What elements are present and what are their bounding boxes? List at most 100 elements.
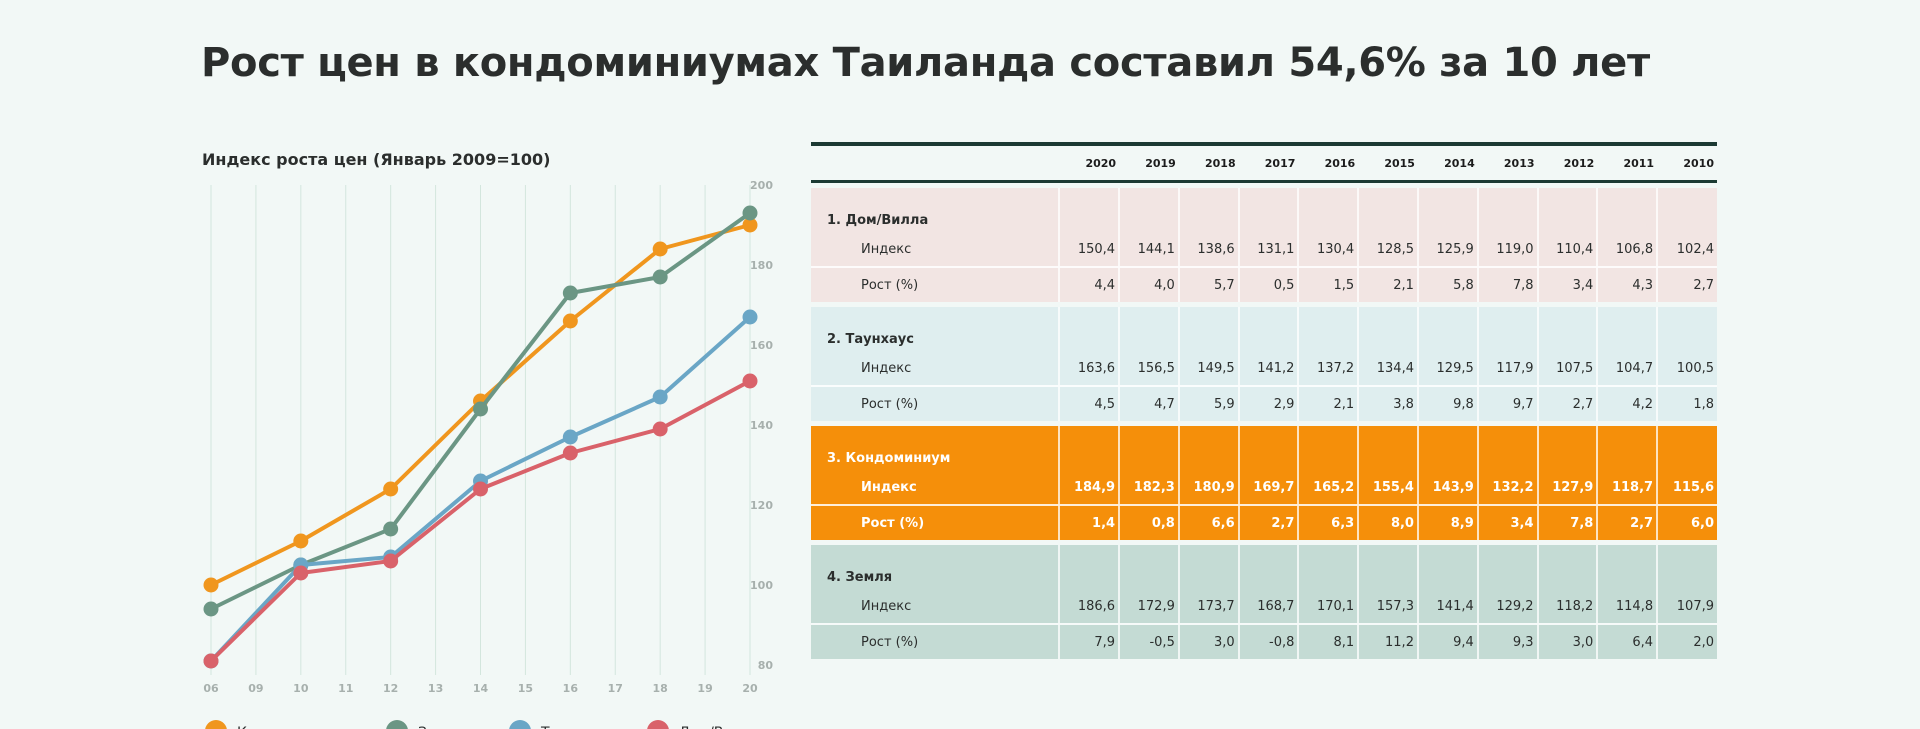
y-tick-label: 160 [750, 339, 773, 352]
group-header-row: 4. Земля [811, 545, 1717, 589]
growth-value: -0,8 [1237, 624, 1299, 659]
year-header: 2020 [1059, 146, 1120, 183]
group-spacer [811, 181, 1717, 188]
x-tick-label: 06 [203, 682, 219, 695]
growth-value: 2,7 [1536, 386, 1598, 421]
index-value: 131,1 [1237, 232, 1299, 268]
growth-label: Рост (%) [811, 624, 1060, 659]
growth-value: 3,4 [1536, 267, 1598, 302]
data-point [742, 205, 758, 221]
growth-value: 2,1 [1297, 386, 1359, 421]
year-header: 2010 [1657, 146, 1717, 183]
empty-cell [1416, 426, 1478, 470]
growth-label: Рост (%) [811, 267, 1060, 302]
growth-row: Рост (%) 4,5 4,7 5,9 2,9 2,1 3,8 9,8 9,7 2,7 4,2 1,… [811, 386, 1717, 421]
index-value: 118,7 [1596, 470, 1658, 506]
index-value: 134,4 [1357, 351, 1418, 387]
legend-label: Дом/Вилла [679, 725, 759, 729]
data-point [383, 481, 399, 497]
year-header: 2018 [1178, 146, 1239, 183]
empty-cell [1416, 188, 1478, 232]
x-tick-label: 16 [563, 682, 579, 695]
empty-cell [1237, 307, 1299, 351]
group-spacer [811, 421, 1717, 426]
index-value: 173,7 [1177, 589, 1239, 625]
growth-value: 9,8 [1416, 386, 1478, 421]
growth-value: 1,5 [1297, 267, 1359, 302]
legend-marker-0 [205, 720, 227, 729]
empty-cell [1357, 426, 1418, 470]
growth-value: 7,8 [1536, 505, 1598, 540]
x-tick-label: 12 [383, 682, 398, 695]
growth-value: 8,1 [1297, 624, 1359, 659]
growth-value: 2,1 [1357, 267, 1418, 302]
index-value: 141,4 [1416, 589, 1478, 625]
index-row: Индекс 184,9 182,3 180,9 169,7 165,2 155,4 143,… [811, 470, 1717, 506]
group-header-row: 3. Кондоминиум [811, 426, 1717, 470]
index-value: 125,9 [1416, 232, 1478, 268]
empty-cell [1058, 188, 1120, 232]
growth-value: 6,0 [1656, 505, 1717, 540]
growth-value: 9,7 [1476, 386, 1538, 421]
index-value: 141,2 [1237, 351, 1299, 387]
chart-title: Индекс роста цен (Январь 2009=100) [202, 150, 550, 169]
empty-cell [1118, 545, 1179, 589]
index-value: 107,5 [1536, 351, 1598, 387]
empty-cell [1656, 545, 1717, 589]
year-header: 2013 [1477, 146, 1538, 183]
growth-value: -0,5 [1118, 624, 1179, 659]
empty-cell [1297, 307, 1359, 351]
growth-value: 8,9 [1416, 505, 1478, 540]
empty-cell [1058, 426, 1120, 470]
growth-value: 4,3 [1596, 267, 1658, 302]
growth-value: 2,0 [1656, 624, 1717, 659]
growth-value: 5,7 [1177, 267, 1239, 302]
data-point [473, 401, 488, 417]
index-value: 128,5 [1357, 232, 1418, 268]
growth-value: 4,2 [1596, 386, 1658, 421]
data-point [652, 421, 668, 437]
year-header: 2016 [1298, 146, 1359, 183]
growth-value: 4,7 [1118, 386, 1179, 421]
index-value: 165,2 [1297, 470, 1359, 506]
growth-value: 3,0 [1177, 624, 1239, 659]
index-value: 114,8 [1596, 589, 1658, 625]
growth-value: 2,7 [1596, 505, 1658, 540]
growth-value: 9,3 [1476, 624, 1538, 659]
growth-label: Рост (%) [811, 505, 1060, 540]
index-row: Индекс 150,4 144,1 138,6 131,1 130,4 128,5 125,… [811, 232, 1717, 268]
growth-value: 6,4 [1596, 624, 1658, 659]
empty-cell [1237, 188, 1299, 232]
growth-value: 3,8 [1357, 386, 1418, 421]
x-tick-label: 10 [293, 682, 309, 695]
empty-cell [1536, 307, 1598, 351]
index-value: 182,3 [1118, 470, 1179, 506]
index-value: 102,4 [1656, 232, 1717, 268]
growth-value: 2,9 [1237, 386, 1299, 421]
data-point [652, 241, 668, 257]
y-tick-label: 180 [750, 259, 773, 272]
line-chart: Индекс роста цен (Январь 2009=100) 06 09 10… [190, 140, 780, 729]
data-point [562, 313, 578, 329]
empty-cell [1177, 426, 1239, 470]
empty-cell [1237, 545, 1299, 589]
group-header-row: 2. Таунхаус [811, 307, 1717, 351]
index-value: 184,9 [1058, 470, 1120, 506]
index-value: 100,5 [1656, 351, 1717, 387]
group-spacer [811, 302, 1717, 307]
index-value: 130,4 [1297, 232, 1359, 268]
empty-cell [1536, 545, 1598, 589]
page-title: Рост цен в кондоминиумах Таиланда состав… [201, 40, 1650, 86]
index-value: 150,4 [1058, 232, 1120, 268]
data-point [742, 217, 758, 233]
data-point [383, 553, 399, 569]
empty-cell [1357, 545, 1418, 589]
index-value: 129,2 [1476, 589, 1538, 625]
index-value: 186,6 [1058, 589, 1120, 625]
year-header: 2015 [1358, 146, 1418, 183]
growth-value: 7,9 [1058, 624, 1120, 659]
x-tick-label: 14 [473, 682, 489, 695]
growth-value: 2,7 [1237, 505, 1299, 540]
empty-cell [1058, 307, 1120, 351]
year-header: 2014 [1417, 146, 1478, 183]
